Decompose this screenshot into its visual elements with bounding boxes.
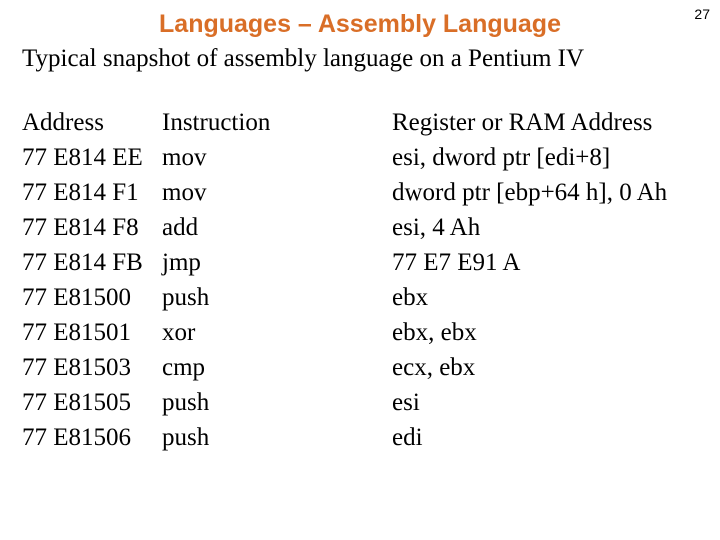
cell-register: ebx, ebx [392,315,700,350]
cell-address: 77 E81506 [22,420,162,455]
header-instruction: Instruction [162,105,392,140]
header-register: Register or RAM Address [392,105,700,140]
cell-instruction: push [162,420,392,455]
cell-register: ebx [392,280,700,315]
cell-address: 77 E814 F1 [22,175,162,210]
cell-instruction: add [162,210,392,245]
cell-instruction: mov [162,140,392,175]
cell-address: 77 E814 EE [22,140,162,175]
cell-register: edi [392,420,700,455]
cell-instruction: push [162,385,392,420]
cell-register: 77 E7 E91 A [392,245,700,280]
cell-address: 77 E81500 [22,280,162,315]
cell-register: ecx, ebx [392,350,700,385]
cell-address: 77 E81501 [22,315,162,350]
cell-address: 77 E814 FB [22,245,162,280]
cell-address: 77 E81503 [22,350,162,385]
slide-subtitle: Typical snapshot of assembly language on… [22,45,700,73]
cell-instruction: push [162,280,392,315]
cell-instruction: cmp [162,350,392,385]
column-instruction: Instruction mov mov add jmp push xor cmp… [162,105,392,455]
page-number: 27 [694,6,710,22]
cell-instruction: xor [162,315,392,350]
header-address: Address [22,105,162,140]
cell-register: dword ptr [ebp+64 h], 0 Ah [392,175,700,210]
slide-title: Languages – Assembly Language [20,10,700,39]
assembly-table: Address 77 E814 EE 77 E814 F1 77 E814 F8… [22,105,700,455]
cell-instruction: mov [162,175,392,210]
column-address: Address 77 E814 EE 77 E814 F1 77 E814 F8… [22,105,162,455]
cell-instruction: jmp [162,245,392,280]
cell-register: esi, 4 Ah [392,210,700,245]
cell-address: 77 E81505 [22,385,162,420]
cell-address: 77 E814 F8 [22,210,162,245]
column-register: Register or RAM Address esi, dword ptr [… [392,105,700,455]
cell-register: esi [392,385,700,420]
cell-register: esi, dword ptr [edi+8] [392,140,700,175]
